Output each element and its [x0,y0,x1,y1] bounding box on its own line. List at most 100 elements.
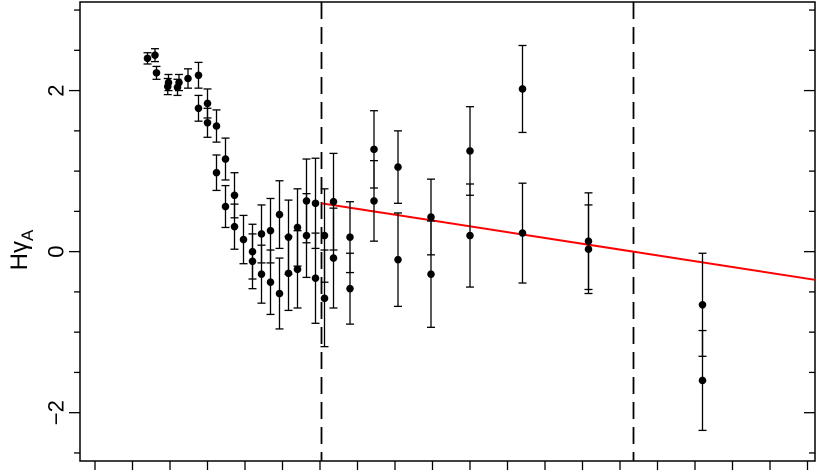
data-point [698,329,707,432]
point-marker [203,99,212,108]
data-point [151,48,159,63]
data-point [184,68,192,89]
point-marker [320,294,329,303]
point-marker [151,51,159,59]
data-point [427,220,435,328]
fit-line-group [321,202,816,281]
y-axis-title: HγA [6,229,37,270]
data-point [230,203,239,250]
data-point [221,137,230,181]
y-tick-label: 0 [44,246,69,258]
point-marker [230,191,239,200]
data-point [370,159,378,242]
point-marker [698,376,707,385]
data-point [518,182,527,284]
data-point [194,61,203,89]
data-point [293,230,302,309]
point-marker [175,78,183,87]
point-marker [257,230,266,238]
point-marker [320,231,329,240]
y-tick-label: 2 [44,84,69,96]
data-point [221,184,230,229]
ticks [69,9,815,470]
point-marker [370,145,378,154]
point-marker [284,269,293,278]
point-marker [518,229,527,237]
data-point [212,109,221,143]
point-marker [203,118,212,127]
point-marker [466,231,474,240]
data-point [311,232,320,324]
point-marker [346,233,354,241]
data-point [152,65,161,80]
point-marker [248,257,257,266]
point-marker [394,255,402,264]
y-tick-labels: −2 0 2 [44,84,69,425]
data-point [346,252,354,325]
data-point [175,73,183,92]
point-marker [212,168,221,177]
point-marker [329,254,338,262]
point-marker [311,199,320,208]
data-point [518,44,527,134]
point-marker [184,74,192,83]
data-point [212,154,221,192]
data-point [164,73,173,92]
data-point [257,244,266,304]
point-marker [257,270,266,278]
data-point [203,107,212,138]
point-marker [239,235,248,244]
point-marker [329,197,338,206]
data-point [248,233,257,290]
point-marker [427,213,435,221]
data-point [143,52,152,65]
point-marker [194,71,203,80]
data-point [584,204,593,295]
point-marker [311,274,320,283]
point-marker [194,104,203,113]
data-point [239,214,248,265]
point-marker [164,78,173,87]
point-marker [143,54,152,63]
point-marker [266,226,275,235]
point-marker [466,147,474,155]
plot-frame [79,1,816,462]
y-axis-title-main: H [6,253,33,270]
point-marker [275,210,284,219]
data-point [284,235,293,312]
point-marker [221,155,230,163]
y-tick-label: −2 [44,400,69,425]
data-point [394,130,402,204]
point-marker [346,284,354,293]
data-point [275,257,284,330]
point-marker [221,202,230,211]
point-marker [275,289,284,298]
data-point [466,183,474,288]
data-point [394,212,402,308]
data-point [275,180,284,250]
point-marker [584,245,593,254]
point-marker [293,223,302,232]
y-axis-title-greek: γ [6,241,33,253]
data-point [266,249,275,316]
data-points [143,44,707,432]
point-marker [266,278,275,287]
y-axis-title-sub: A [18,229,37,241]
point-marker [212,122,221,130]
data-point [302,193,311,279]
data-point [466,106,474,196]
point-marker [230,222,239,231]
point-marker [427,270,435,278]
point-marker [152,69,161,77]
data-point [194,94,203,122]
data-point [320,249,329,348]
fit-line [321,202,816,281]
point-marker [518,85,527,93]
data-point [329,207,338,309]
vertical-dashed-lines [320,2,635,461]
point-marker [394,163,402,171]
point-marker [698,300,707,309]
point-marker [293,265,302,274]
point-marker [302,231,311,240]
